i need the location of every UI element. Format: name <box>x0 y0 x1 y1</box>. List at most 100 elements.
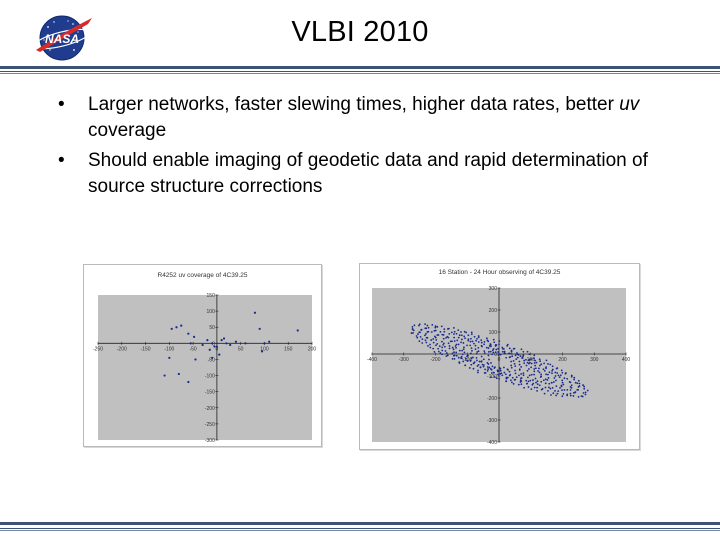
data-point <box>455 343 458 346</box>
data-point <box>555 367 558 370</box>
data-point <box>477 350 480 353</box>
data-point <box>559 386 561 389</box>
data-point <box>416 336 419 339</box>
data-point <box>525 382 528 385</box>
data-point <box>180 324 183 327</box>
data-point <box>457 356 460 359</box>
data-point <box>556 372 559 374</box>
data-point <box>569 394 572 397</box>
data-point <box>481 345 483 348</box>
data-point <box>520 373 523 375</box>
data-point <box>516 356 519 359</box>
x-tick-label: -300 <box>399 357 409 363</box>
slide-title: VLBI 2010 <box>291 16 429 48</box>
data-point <box>577 395 580 398</box>
data-point <box>492 351 495 354</box>
data-point <box>555 385 558 388</box>
data-point <box>487 347 490 349</box>
data-point <box>538 384 541 387</box>
data-point <box>471 349 473 352</box>
data-point <box>472 356 474 359</box>
data-point <box>497 351 500 353</box>
data-point <box>431 323 434 326</box>
data-point <box>533 370 536 373</box>
data-point <box>419 335 422 338</box>
data-point <box>508 370 511 373</box>
data-point <box>548 382 551 385</box>
data-point <box>514 372 517 375</box>
data-point <box>435 344 437 347</box>
data-point <box>583 385 586 388</box>
data-point <box>417 333 419 335</box>
data-point <box>561 389 563 392</box>
data-point <box>498 366 501 369</box>
data-point <box>441 346 444 349</box>
data-point <box>411 326 414 328</box>
data-point <box>258 327 261 330</box>
data-point <box>539 360 542 363</box>
bullet-item: • Should enable imaging of geodetic data… <box>58 148 698 200</box>
data-point <box>530 366 532 369</box>
data-point <box>573 378 575 381</box>
data-point <box>551 369 553 372</box>
data-point <box>432 347 435 350</box>
data-point <box>467 339 470 342</box>
bullet-list: • Larger networks, faster slewing times,… <box>58 92 698 204</box>
data-point <box>551 365 554 368</box>
data-point <box>483 340 486 343</box>
data-point <box>410 332 413 334</box>
data-point <box>464 337 466 340</box>
data-point <box>547 373 549 376</box>
data-point <box>472 367 475 370</box>
data-point <box>222 337 226 340</box>
data-point <box>462 360 465 363</box>
data-point <box>424 334 426 337</box>
data-point <box>460 338 463 341</box>
data-point <box>445 355 448 358</box>
data-point <box>533 368 536 370</box>
data-point <box>263 342 266 345</box>
data-point <box>460 341 462 344</box>
data-point <box>497 373 499 376</box>
data-point <box>442 337 445 340</box>
data-point <box>498 377 501 380</box>
data-point <box>478 360 481 363</box>
data-point <box>218 353 221 356</box>
data-point <box>194 358 197 361</box>
data-point <box>447 327 450 330</box>
data-point <box>550 394 552 396</box>
data-point <box>519 355 522 357</box>
x-tick-label: 200 <box>558 357 567 363</box>
data-point <box>523 386 525 389</box>
data-point <box>450 331 453 334</box>
data-point <box>547 389 549 392</box>
data-point <box>560 385 563 388</box>
data-point <box>494 366 496 369</box>
data-point <box>498 370 501 372</box>
data-point <box>493 371 495 374</box>
data-point <box>551 372 553 375</box>
data-point <box>586 389 589 392</box>
data-point <box>517 354 520 356</box>
data-point <box>543 370 546 372</box>
data-point <box>527 386 530 388</box>
data-point <box>476 359 478 362</box>
data-point <box>506 344 508 347</box>
data-point <box>526 376 529 379</box>
data-point <box>413 324 416 327</box>
data-point <box>476 338 478 340</box>
data-point <box>547 363 549 365</box>
data-point <box>465 331 468 334</box>
y-tick-label: -300 <box>487 418 497 424</box>
data-point <box>486 366 489 368</box>
data-point <box>437 347 440 350</box>
x-tick-label: -200 <box>117 346 127 352</box>
data-point <box>552 381 555 383</box>
data-point <box>543 392 546 395</box>
data-point <box>510 360 513 363</box>
data-point <box>489 376 492 379</box>
data-point <box>434 336 437 339</box>
data-point <box>514 354 517 357</box>
data-point <box>528 374 531 377</box>
top-divider-thin <box>0 73 720 74</box>
